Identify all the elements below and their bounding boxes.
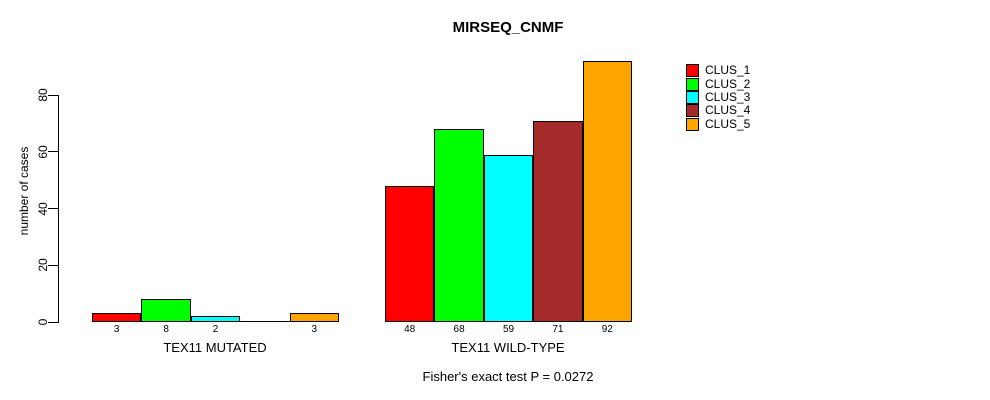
legend-label-clus_4: CLUS_4 — [705, 103, 751, 118]
bar-value-label-clus_5-group1: 92 — [601, 324, 613, 335]
y-tick-label-60: 60 — [36, 145, 50, 159]
bar-value-label-clus_5-group0: 3 — [311, 324, 318, 335]
bar-clus_5-group0 — [289, 313, 339, 322]
bar-clus_3-group1 — [483, 155, 534, 322]
bar-clus_5-group1 — [582, 61, 632, 322]
bar-value-label-clus_2-group0: 8 — [163, 324, 169, 335]
bar-clus_4-group1 — [533, 121, 583, 322]
bar-value-label-clus_4-group1: 71 — [552, 324, 564, 335]
bar-clus_4-group0 — [240, 321, 290, 322]
y-tick-label-80: 80 — [36, 88, 50, 102]
fisher-exact-test-label: Fisher's exact test P = 0.0272 — [422, 369, 594, 384]
legend-label-clus_3: CLUS_3 — [705, 89, 751, 104]
legend-item-clus_3: CLUS_3 — [686, 89, 751, 104]
y-tick-label-40: 40 — [36, 201, 50, 216]
legend-swatch-clus_1 — [686, 64, 699, 78]
y-tick-80 — [48, 94, 58, 96]
y-tick-label-0: 0 — [36, 318, 50, 326]
group-label-tex11-mutated: TEX11 MUTATED — [163, 340, 267, 355]
legend-swatch-clus_3 — [686, 90, 699, 104]
legend-item-clus_5: CLUS_5 — [686, 116, 751, 131]
y-axis-line — [58, 95, 59, 323]
y-tick-0 — [48, 321, 58, 323]
bar-value-label-clus_1-group0: 3 — [113, 324, 120, 335]
y-tick-40 — [48, 208, 58, 210]
legend-swatch-clus_5 — [686, 117, 699, 131]
legend-swatch-clus_2 — [686, 77, 699, 91]
legend-label-clus_1: CLUS_1 — [705, 63, 751, 78]
legend: CLUS_1 CLUS_2 CLUS_3 CLUS_4 CLUS_5 — [686, 64, 750, 131]
bar-clus_3-group0 — [190, 316, 241, 322]
legend-swatch-clus_4 — [686, 104, 699, 118]
chart-title: MIRSEQ_CNMF — [452, 19, 564, 36]
legend-label-clus_2: CLUS_2 — [705, 76, 751, 91]
bar-clus_1-group1 — [385, 186, 435, 322]
y-tick-20 — [48, 264, 58, 266]
legend-item-clus_1: CLUS_1 — [686, 63, 751, 78]
group-label-tex11-wild-type: TEX11 WILD-TYPE — [451, 340, 565, 355]
bar-value-label-clus_2-group1: 68 — [453, 324, 465, 335]
bar-value-label-clus_3-group1: 59 — [502, 324, 515, 335]
bar-clus_2-group1 — [434, 129, 484, 322]
legend-item-clus_4: CLUS_4 — [686, 103, 751, 118]
y-axis-title: number of cases — [17, 146, 31, 236]
bar-value-label-clus_3-group0: 2 — [212, 324, 219, 335]
y-tick-60 — [48, 151, 58, 153]
y-tick-label-20: 20 — [36, 258, 50, 272]
bar-value-label-clus_1-group1: 48 — [404, 324, 416, 335]
bar-clus_1-group0 — [92, 313, 142, 322]
legend-label-clus_5: CLUS_5 — [705, 116, 751, 131]
legend-item-clus_2: CLUS_2 — [686, 76, 751, 91]
bar-clus_2-group0 — [141, 299, 191, 322]
